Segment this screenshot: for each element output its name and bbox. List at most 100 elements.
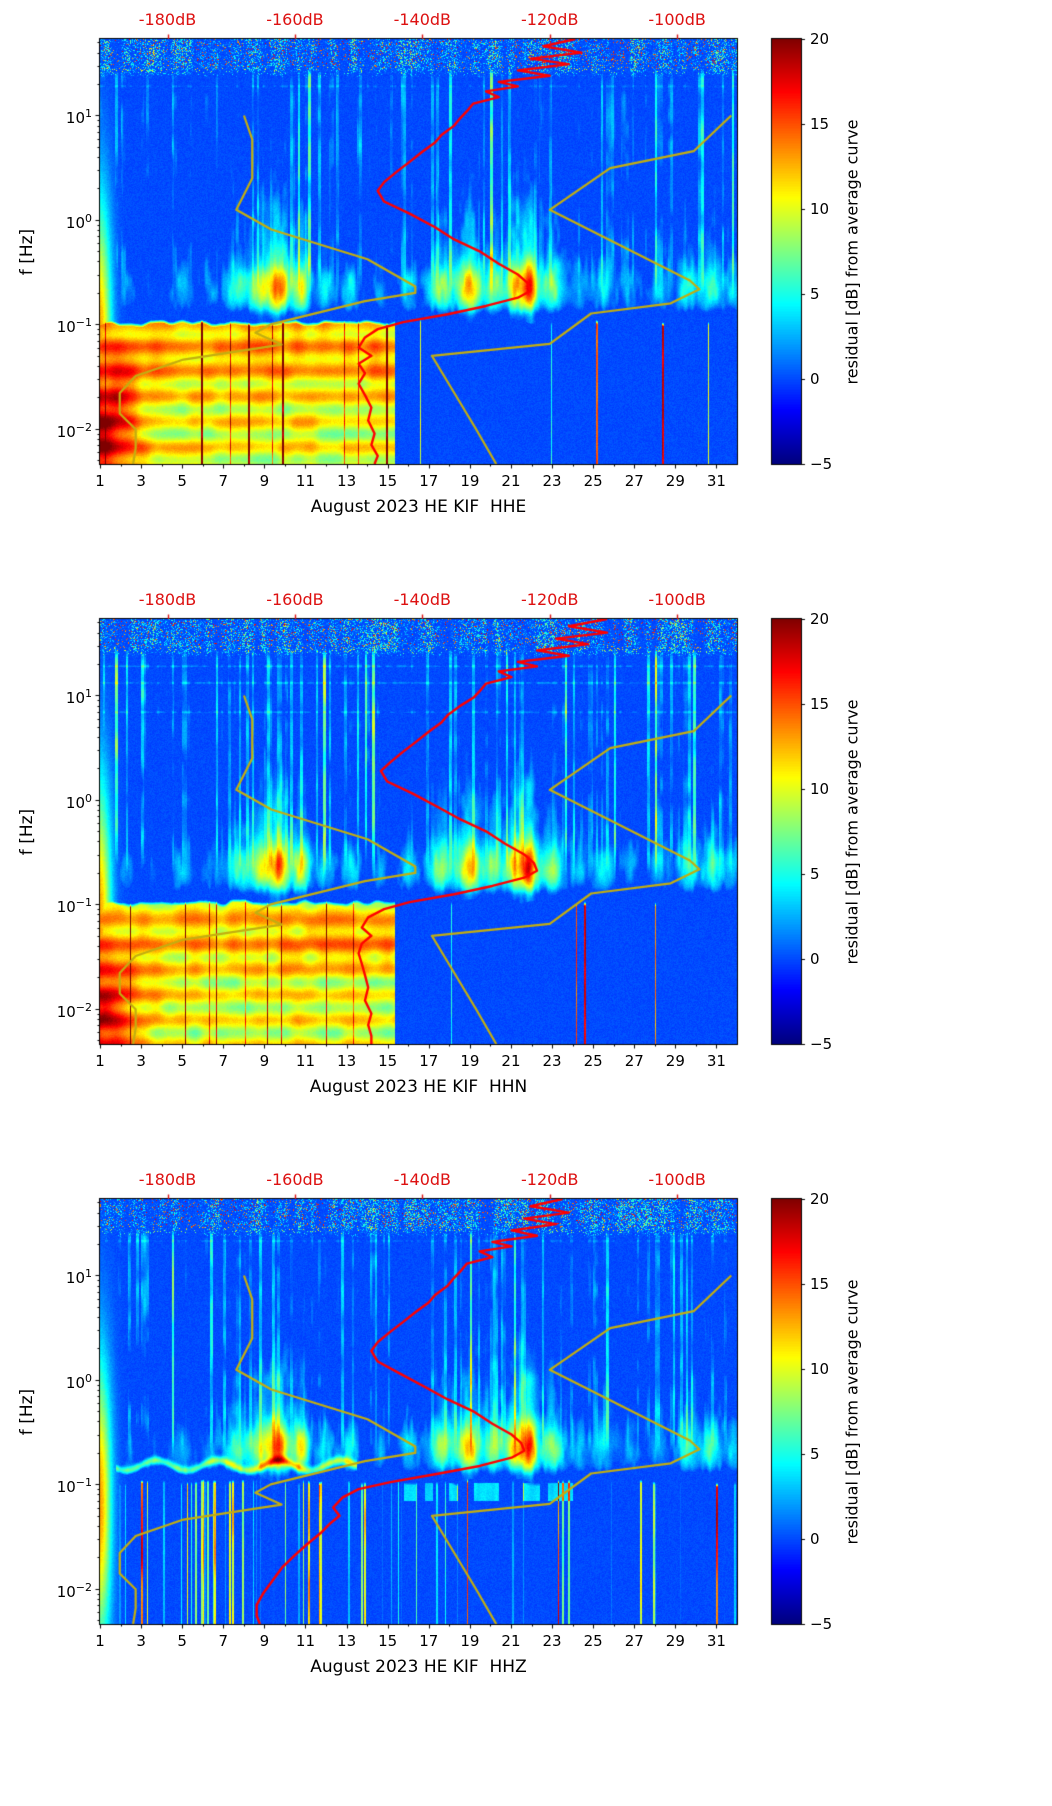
colorbar-tick-label: 20 xyxy=(810,610,830,628)
x-tick-label: 5 xyxy=(177,1632,187,1650)
y-axis-label: f [Hz] xyxy=(17,1388,37,1436)
top-axis-label: -120dB xyxy=(520,10,579,29)
top-axis-label: -120dB xyxy=(520,590,579,609)
top-axis-label: -160dB xyxy=(266,1170,324,1189)
x-axis-label: August 2023 HE KIF HHZ xyxy=(310,1657,527,1677)
colorbar-tick-label: 15 xyxy=(810,1275,830,1293)
x-tick-label: 23 xyxy=(542,1632,562,1650)
x-tick-label: 9 xyxy=(259,472,270,490)
top-axis-label: -160dB xyxy=(266,590,324,609)
y-tick-label: 101 xyxy=(65,687,92,708)
colorbar-tick-label: 0 xyxy=(810,370,820,388)
x-tick-label: 27 xyxy=(624,1052,644,1070)
colorbar-tick-label: 15 xyxy=(810,695,830,713)
colorbar-tick-label: 10 xyxy=(810,1360,830,1378)
x-tick-label: 13 xyxy=(337,472,357,490)
x-tick-label: 11 xyxy=(295,472,316,490)
x-tick-label: 13 xyxy=(337,1632,357,1650)
y-tick-label: 10−1 xyxy=(56,896,92,917)
x-tick-label: 17 xyxy=(419,1052,439,1070)
colorbar-label: residual [dB] from average curve xyxy=(842,699,862,965)
colorbar-tick-label: 0 xyxy=(810,1530,820,1548)
top-axis-label: -100dB xyxy=(648,590,706,609)
x-tick-label: 7 xyxy=(218,472,229,490)
y-tick-label: 100 xyxy=(65,1371,92,1392)
top-axis-label: -180dB xyxy=(138,590,197,609)
x-tick-label: 31 xyxy=(706,1632,726,1650)
x-tick-label: 11 xyxy=(295,1632,316,1650)
colorbar-tick-label: 5 xyxy=(810,285,820,303)
x-tick-label: 21 xyxy=(501,1632,521,1650)
x-tick-label: 3 xyxy=(136,1052,146,1070)
x-tick-label: 23 xyxy=(542,1052,562,1070)
colorbar-tick-label: 0 xyxy=(810,950,820,968)
colorbar-tick-label: 5 xyxy=(810,865,820,883)
x-tick-label: 25 xyxy=(583,1632,603,1650)
x-tick-label: 1 xyxy=(95,1632,105,1650)
y-tick-label: 101 xyxy=(65,107,92,128)
x-tick-label: 25 xyxy=(583,472,603,490)
x-tick-label: 7 xyxy=(218,1632,229,1650)
x-tick-label: 23 xyxy=(542,472,562,490)
top-axis-label: -120dB xyxy=(520,1170,579,1189)
x-tick-label: 17 xyxy=(419,1632,439,1650)
x-tick-label: 25 xyxy=(583,1052,603,1070)
top-axis-label: -140dB xyxy=(393,1170,452,1189)
x-tick-label: 31 xyxy=(706,472,726,490)
colorbar-tick-label: −5 xyxy=(810,455,833,473)
x-tick-label: 11 xyxy=(295,1052,316,1070)
x-tick-label: 1 xyxy=(95,1052,105,1070)
x-tick-label: 19 xyxy=(460,1052,480,1070)
colorbar-tick-label: 15 xyxy=(810,115,830,133)
x-tick-label: 27 xyxy=(624,472,644,490)
x-tick-label: 3 xyxy=(136,1632,146,1650)
colorbar-tick-label: 10 xyxy=(810,780,830,798)
top-axis-label: -180dB xyxy=(138,10,197,29)
x-tick-label: 7 xyxy=(218,1052,229,1070)
x-tick-label: 19 xyxy=(460,472,480,490)
colorbar-label: residual [dB] from average curve xyxy=(842,119,862,385)
x-tick-label: 13 xyxy=(337,1052,357,1070)
x-tick-label: 5 xyxy=(177,1052,187,1070)
top-axis-label: -100dB xyxy=(648,10,706,29)
x-tick-label: 27 xyxy=(624,1632,644,1650)
x-tick-label: 9 xyxy=(259,1052,270,1070)
y-tick-label: 10−1 xyxy=(56,1476,92,1497)
top-axis-label: -140dB xyxy=(393,10,452,29)
x-tick-label: 3 xyxy=(136,472,146,490)
colorbar-tick-label: 5 xyxy=(810,1445,820,1463)
x-tick-label: 17 xyxy=(419,472,439,490)
x-tick-label: 1 xyxy=(95,472,105,490)
top-axis-label: -100dB xyxy=(648,1170,706,1189)
x-tick-label: 19 xyxy=(460,1632,480,1650)
spectrogram-canvas-hhe xyxy=(0,0,1052,580)
spectrogram-canvas-hhn xyxy=(0,580,1052,1160)
x-tick-label: 31 xyxy=(706,1052,726,1070)
x-tick-label: 9 xyxy=(259,1632,270,1650)
panel-hhe: August 2023 HE KIF HHE f [Hz] residual [… xyxy=(0,0,1052,580)
x-tick-label: 29 xyxy=(665,1052,685,1070)
x-axis-label: August 2023 HE KIF HHN xyxy=(309,1077,528,1097)
y-tick-label: 100 xyxy=(65,211,92,232)
colorbar-tick-label: 20 xyxy=(810,30,830,48)
x-tick-label: 21 xyxy=(501,472,521,490)
x-tick-label: 21 xyxy=(501,1052,521,1070)
x-tick-label: 29 xyxy=(665,1632,685,1650)
panel-hhn: August 2023 HE KIF HHN f [Hz] residual [… xyxy=(0,580,1052,1160)
x-tick-label: 15 xyxy=(378,1632,398,1650)
top-axis-label: -180dB xyxy=(138,1170,197,1189)
y-tick-label: 10−2 xyxy=(56,420,92,441)
y-axis-label: f [Hz] xyxy=(17,228,37,276)
y-tick-label: 10−2 xyxy=(56,1000,92,1021)
top-axis-label: -160dB xyxy=(266,10,324,29)
x-tick-label: 29 xyxy=(665,472,685,490)
y-tick-label: 10−2 xyxy=(56,1580,92,1601)
y-tick-label: 100 xyxy=(65,791,92,812)
y-tick-label: 101 xyxy=(65,1267,92,1288)
colorbar-tick-label: 20 xyxy=(810,1190,830,1208)
colorbar-tick-label: −5 xyxy=(810,1035,833,1053)
colorbar-tick-label: −5 xyxy=(810,1615,833,1633)
colorbar-tick-label: 10 xyxy=(810,200,830,218)
colorbar-label: residual [dB] from average curve xyxy=(842,1279,862,1545)
